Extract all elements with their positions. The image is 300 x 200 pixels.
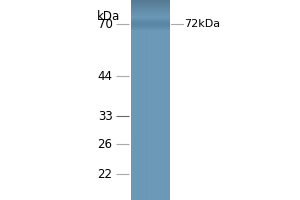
- Text: 22: 22: [98, 168, 112, 180]
- Text: 44: 44: [98, 70, 112, 82]
- Text: 33: 33: [98, 110, 112, 122]
- Text: kDa: kDa: [96, 10, 120, 23]
- Text: 70: 70: [98, 18, 112, 30]
- Text: 26: 26: [98, 138, 112, 150]
- Text: 72kDa: 72kDa: [184, 19, 220, 29]
